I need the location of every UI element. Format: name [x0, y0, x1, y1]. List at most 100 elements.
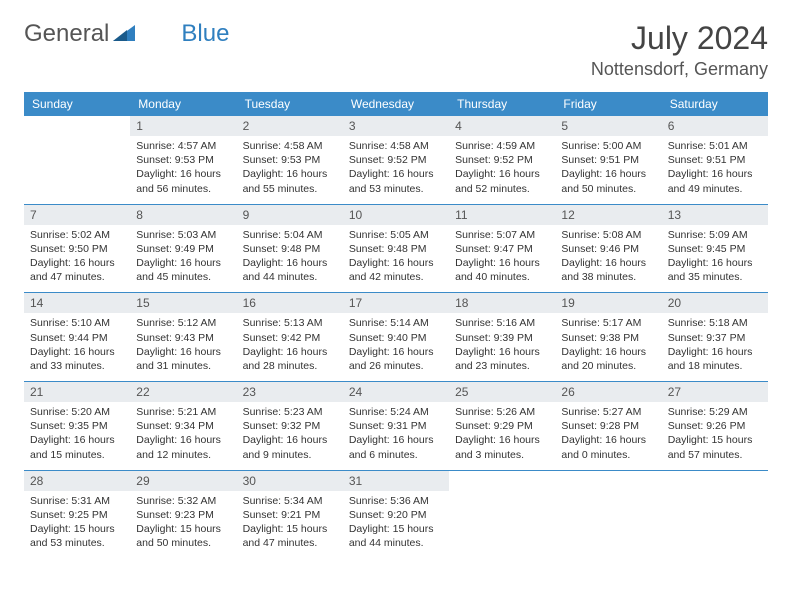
day-number: 10: [343, 205, 449, 225]
day-number: 19: [555, 293, 661, 313]
calendar-day-cell: 27Sunrise: 5:29 AMSunset: 9:26 PMDayligh…: [662, 382, 768, 471]
day-number: 8: [130, 205, 236, 225]
day-number: 23: [237, 382, 343, 402]
calendar-week-row: 28Sunrise: 5:31 AMSunset: 9:25 PMDayligh…: [24, 470, 768, 558]
day-content: Sunrise: 4:57 AMSunset: 9:53 PMDaylight:…: [130, 136, 236, 204]
calendar-week-row: 14Sunrise: 5:10 AMSunset: 9:44 PMDayligh…: [24, 293, 768, 382]
day-content: Sunrise: 5:17 AMSunset: 9:38 PMDaylight:…: [555, 313, 661, 381]
calendar-week-row: 7Sunrise: 5:02 AMSunset: 9:50 PMDaylight…: [24, 204, 768, 293]
day-number: 3: [343, 116, 449, 136]
day-content: Sunrise: 5:05 AMSunset: 9:48 PMDaylight:…: [343, 225, 449, 293]
calendar-body: 1Sunrise: 4:57 AMSunset: 9:53 PMDaylight…: [24, 116, 768, 558]
weekday-header: Monday: [130, 92, 236, 116]
calendar-day-cell: [555, 470, 661, 558]
day-content: Sunrise: 5:01 AMSunset: 9:51 PMDaylight:…: [662, 136, 768, 204]
day-number: 20: [662, 293, 768, 313]
calendar-day-cell: 31Sunrise: 5:36 AMSunset: 9:20 PMDayligh…: [343, 470, 449, 558]
location-text: Nottensdorf, Germany: [591, 59, 768, 80]
weekday-header: Saturday: [662, 92, 768, 116]
calendar-day-cell: 23Sunrise: 5:23 AMSunset: 9:32 PMDayligh…: [237, 382, 343, 471]
calendar-day-cell: 22Sunrise: 5:21 AMSunset: 9:34 PMDayligh…: [130, 382, 236, 471]
day-content: Sunrise: 5:08 AMSunset: 9:46 PMDaylight:…: [555, 225, 661, 293]
calendar-day-cell: 20Sunrise: 5:18 AMSunset: 9:37 PMDayligh…: [662, 293, 768, 382]
day-content: Sunrise: 5:31 AMSunset: 9:25 PMDaylight:…: [24, 491, 130, 559]
calendar-day-cell: 13Sunrise: 5:09 AMSunset: 9:45 PMDayligh…: [662, 204, 768, 293]
day-number: 21: [24, 382, 130, 402]
calendar-day-cell: 10Sunrise: 5:05 AMSunset: 9:48 PMDayligh…: [343, 204, 449, 293]
day-number: 7: [24, 205, 130, 225]
weekday-header: Friday: [555, 92, 661, 116]
day-content: Sunrise: 4:58 AMSunset: 9:52 PMDaylight:…: [343, 136, 449, 204]
day-number: 26: [555, 382, 661, 402]
calendar-week-row: 1Sunrise: 4:57 AMSunset: 9:53 PMDaylight…: [24, 116, 768, 204]
calendar-day-cell: 21Sunrise: 5:20 AMSunset: 9:35 PMDayligh…: [24, 382, 130, 471]
calendar-day-cell: 3Sunrise: 4:58 AMSunset: 9:52 PMDaylight…: [343, 116, 449, 204]
brand-logo: General Blue: [24, 20, 229, 48]
calendar-day-cell: 30Sunrise: 5:34 AMSunset: 9:21 PMDayligh…: [237, 470, 343, 558]
brand-text-1: General: [24, 20, 109, 48]
day-content: Sunrise: 5:26 AMSunset: 9:29 PMDaylight:…: [449, 402, 555, 470]
day-number: 25: [449, 382, 555, 402]
day-content: Sunrise: 5:16 AMSunset: 9:39 PMDaylight:…: [449, 313, 555, 381]
day-number: 24: [343, 382, 449, 402]
weekday-header: Wednesday: [343, 92, 449, 116]
calendar-day-cell: 8Sunrise: 5:03 AMSunset: 9:49 PMDaylight…: [130, 204, 236, 293]
day-number: 16: [237, 293, 343, 313]
calendar-day-cell: 25Sunrise: 5:26 AMSunset: 9:29 PMDayligh…: [449, 382, 555, 471]
day-content: Sunrise: 5:34 AMSunset: 9:21 PMDaylight:…: [237, 491, 343, 559]
day-number: 6: [662, 116, 768, 136]
brand-text-2: Blue: [181, 20, 229, 48]
weekday-header: Tuesday: [237, 92, 343, 116]
page-header: General Blue July 2024 Nottensdorf, Germ…: [24, 20, 768, 80]
day-number: 27: [662, 382, 768, 402]
day-number: 1: [130, 116, 236, 136]
day-number: 11: [449, 205, 555, 225]
day-content: Sunrise: 5:09 AMSunset: 9:45 PMDaylight:…: [662, 225, 768, 293]
calendar-day-cell: 18Sunrise: 5:16 AMSunset: 9:39 PMDayligh…: [449, 293, 555, 382]
calendar-day-cell: [24, 116, 130, 204]
day-number: 17: [343, 293, 449, 313]
day-number: 13: [662, 205, 768, 225]
calendar-day-cell: 1Sunrise: 4:57 AMSunset: 9:53 PMDaylight…: [130, 116, 236, 204]
day-number: 15: [130, 293, 236, 313]
weekday-header: Sunday: [24, 92, 130, 116]
calendar-day-cell: 12Sunrise: 5:08 AMSunset: 9:46 PMDayligh…: [555, 204, 661, 293]
day-content: Sunrise: 5:18 AMSunset: 9:37 PMDaylight:…: [662, 313, 768, 381]
calendar-day-cell: 5Sunrise: 5:00 AMSunset: 9:51 PMDaylight…: [555, 116, 661, 204]
calendar-day-cell: 29Sunrise: 5:32 AMSunset: 9:23 PMDayligh…: [130, 470, 236, 558]
calendar-day-cell: 11Sunrise: 5:07 AMSunset: 9:47 PMDayligh…: [449, 204, 555, 293]
calendar-day-cell: [662, 470, 768, 558]
day-content: Sunrise: 5:07 AMSunset: 9:47 PMDaylight:…: [449, 225, 555, 293]
calendar-day-cell: 2Sunrise: 4:58 AMSunset: 9:53 PMDaylight…: [237, 116, 343, 204]
day-content: Sunrise: 4:58 AMSunset: 9:53 PMDaylight:…: [237, 136, 343, 204]
day-number: 12: [555, 205, 661, 225]
title-block: July 2024 Nottensdorf, Germany: [591, 20, 768, 80]
day-content: Sunrise: 5:13 AMSunset: 9:42 PMDaylight:…: [237, 313, 343, 381]
calendar-day-cell: 16Sunrise: 5:13 AMSunset: 9:42 PMDayligh…: [237, 293, 343, 382]
day-content: Sunrise: 5:24 AMSunset: 9:31 PMDaylight:…: [343, 402, 449, 470]
calendar-day-cell: 17Sunrise: 5:14 AMSunset: 9:40 PMDayligh…: [343, 293, 449, 382]
calendar-day-cell: 26Sunrise: 5:27 AMSunset: 9:28 PMDayligh…: [555, 382, 661, 471]
month-title: July 2024: [591, 20, 768, 57]
day-content: Sunrise: 5:02 AMSunset: 9:50 PMDaylight:…: [24, 225, 130, 293]
calendar-day-cell: 24Sunrise: 5:24 AMSunset: 9:31 PMDayligh…: [343, 382, 449, 471]
calendar-day-cell: 9Sunrise: 5:04 AMSunset: 9:48 PMDaylight…: [237, 204, 343, 293]
calendar-day-cell: 7Sunrise: 5:02 AMSunset: 9:50 PMDaylight…: [24, 204, 130, 293]
calendar-day-cell: 6Sunrise: 5:01 AMSunset: 9:51 PMDaylight…: [662, 116, 768, 204]
day-content: Sunrise: 5:10 AMSunset: 9:44 PMDaylight:…: [24, 313, 130, 381]
calendar-day-cell: 28Sunrise: 5:31 AMSunset: 9:25 PMDayligh…: [24, 470, 130, 558]
calendar-day-cell: [449, 470, 555, 558]
day-number: 18: [449, 293, 555, 313]
day-content: Sunrise: 5:12 AMSunset: 9:43 PMDaylight:…: [130, 313, 236, 381]
day-number: 30: [237, 471, 343, 491]
day-number: 31: [343, 471, 449, 491]
day-number: 5: [555, 116, 661, 136]
day-number: 2: [237, 116, 343, 136]
day-number: 28: [24, 471, 130, 491]
day-content: Sunrise: 5:03 AMSunset: 9:49 PMDaylight:…: [130, 225, 236, 293]
day-content: Sunrise: 5:21 AMSunset: 9:34 PMDaylight:…: [130, 402, 236, 470]
weekday-header: Thursday: [449, 92, 555, 116]
calendar-day-cell: 14Sunrise: 5:10 AMSunset: 9:44 PMDayligh…: [24, 293, 130, 382]
day-content: Sunrise: 5:23 AMSunset: 9:32 PMDaylight:…: [237, 402, 343, 470]
day-content: Sunrise: 5:00 AMSunset: 9:51 PMDaylight:…: [555, 136, 661, 204]
